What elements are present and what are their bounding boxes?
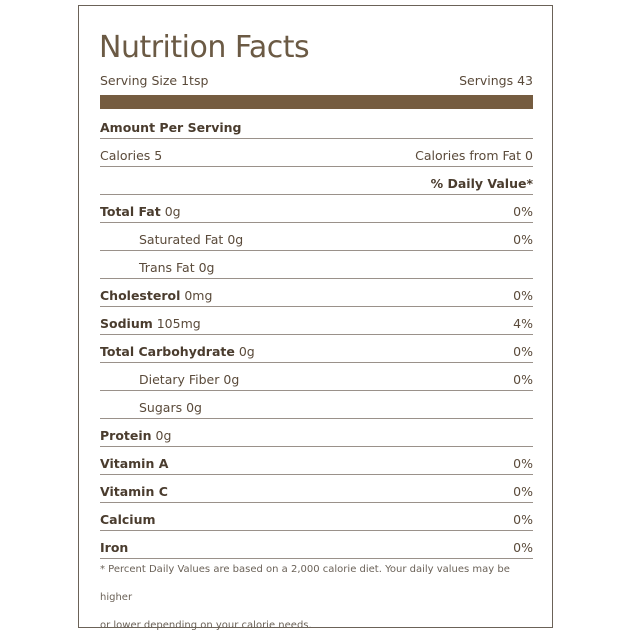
nutrient-name: Dietary Fiber — [139, 372, 220, 387]
amount-per-serving-row: Amount Per Serving — [100, 111, 533, 139]
daily-value-header: % Daily Value* — [430, 176, 533, 191]
serving-size: Serving Size 1tsp — [100, 73, 209, 88]
nutrient-name: Sodium — [100, 316, 153, 331]
footnote-line-1: * Percent Daily Values are based on a 2,… — [100, 564, 510, 603]
daily-value-footnote: * Percent Daily Values are based on a 2,… — [100, 556, 533, 640]
nutrient-name: Total Fat — [100, 204, 161, 219]
nutrient-amount: 0g — [186, 400, 202, 415]
nutrient-row-dietary-fiber: Dietary Fiber 0g 0% — [100, 363, 533, 391]
nutrient-name: Sugars — [139, 400, 183, 415]
nutrient-dv: 0% — [513, 232, 533, 247]
vitamin-name: Iron — [100, 540, 129, 555]
nutrient-name: Protein — [100, 428, 152, 443]
nutrient-row-sugars: Sugars 0g — [100, 391, 533, 419]
nutrient-dv: 4% — [513, 316, 533, 331]
vitamin-name: Calcium — [100, 512, 156, 527]
vitamin-name: Vitamin C — [100, 484, 168, 499]
nutrient-row-total-fat: Total Fat 0g 0% — [100, 195, 533, 223]
calories-label: Calories 5 — [100, 148, 163, 163]
vitamin-row-vitamin-c: Vitamin C 0% — [100, 475, 533, 503]
label-title: Nutrition Facts — [99, 30, 310, 65]
nutrient-amount: 0g — [155, 428, 172, 443]
vitamin-row-iron: Iron 0% — [100, 531, 533, 559]
nutrient-name: Total Carbohydrate — [100, 344, 235, 359]
nutrient-row-sodium: Sodium 105mg 4% — [100, 307, 533, 335]
footnote-line-2: or lower depending on your calorie needs… — [100, 620, 312, 631]
calories-row: Calories 5 Calories from Fat 0 — [100, 139, 533, 167]
nutrient-dv: 0% — [513, 372, 533, 387]
servings-count: Servings 43 — [459, 73, 533, 88]
nutrient-table: Amount Per Serving Calories 5 Calories f… — [100, 111, 533, 559]
nutrient-row-total-carbohydrate: Total Carbohydrate 0g 0% — [100, 335, 533, 363]
nutrient-name: Cholesterol — [100, 288, 181, 303]
vitamin-dv: 0% — [513, 456, 533, 471]
nutrient-amount: 105mg — [156, 316, 201, 331]
vitamin-row-vitamin-a: Vitamin A 0% — [100, 447, 533, 475]
vitamin-name: Vitamin A — [100, 456, 169, 471]
nutrient-amount: 0g — [227, 232, 244, 247]
nutrient-row-saturated-fat: Saturated Fat 0g 0% — [100, 223, 533, 251]
nutrient-row-cholesterol: Cholesterol 0mg 0% — [100, 279, 533, 307]
nutrient-amount: 0g — [164, 204, 181, 219]
nutrient-name: Trans Fat — [139, 260, 195, 275]
nutrition-label: Nutrition Facts Serving Size 1tsp Servin… — [78, 5, 553, 631]
serving-info: Serving Size 1tsp Servings 43 — [100, 72, 533, 90]
nutrient-dv: 0% — [513, 288, 533, 303]
calories-from-fat: Calories from Fat 0 — [415, 148, 533, 163]
nutrient-amount: 0g — [223, 372, 240, 387]
nutrient-row-trans-fat: Trans Fat 0g — [100, 251, 533, 279]
vitamin-dv: 0% — [513, 512, 533, 527]
amount-per-serving-label: Amount Per Serving — [100, 120, 242, 135]
nutrient-amount: 0g — [198, 260, 215, 275]
divider-bar — [100, 95, 533, 109]
nutrient-name: Saturated Fat — [139, 232, 224, 247]
vitamin-row-calcium: Calcium 0% — [100, 503, 533, 531]
daily-value-header-row: % Daily Value* — [100, 167, 533, 195]
vitamin-dv: 0% — [513, 540, 533, 555]
nutrient-row-protein: Protein 0g — [100, 419, 533, 447]
vitamin-dv: 0% — [513, 484, 533, 499]
nutrient-amount: 0mg — [184, 288, 213, 303]
nutrient-dv: 0% — [513, 204, 533, 219]
nutrient-dv: 0% — [513, 344, 533, 359]
nutrient-amount: 0g — [238, 344, 255, 359]
